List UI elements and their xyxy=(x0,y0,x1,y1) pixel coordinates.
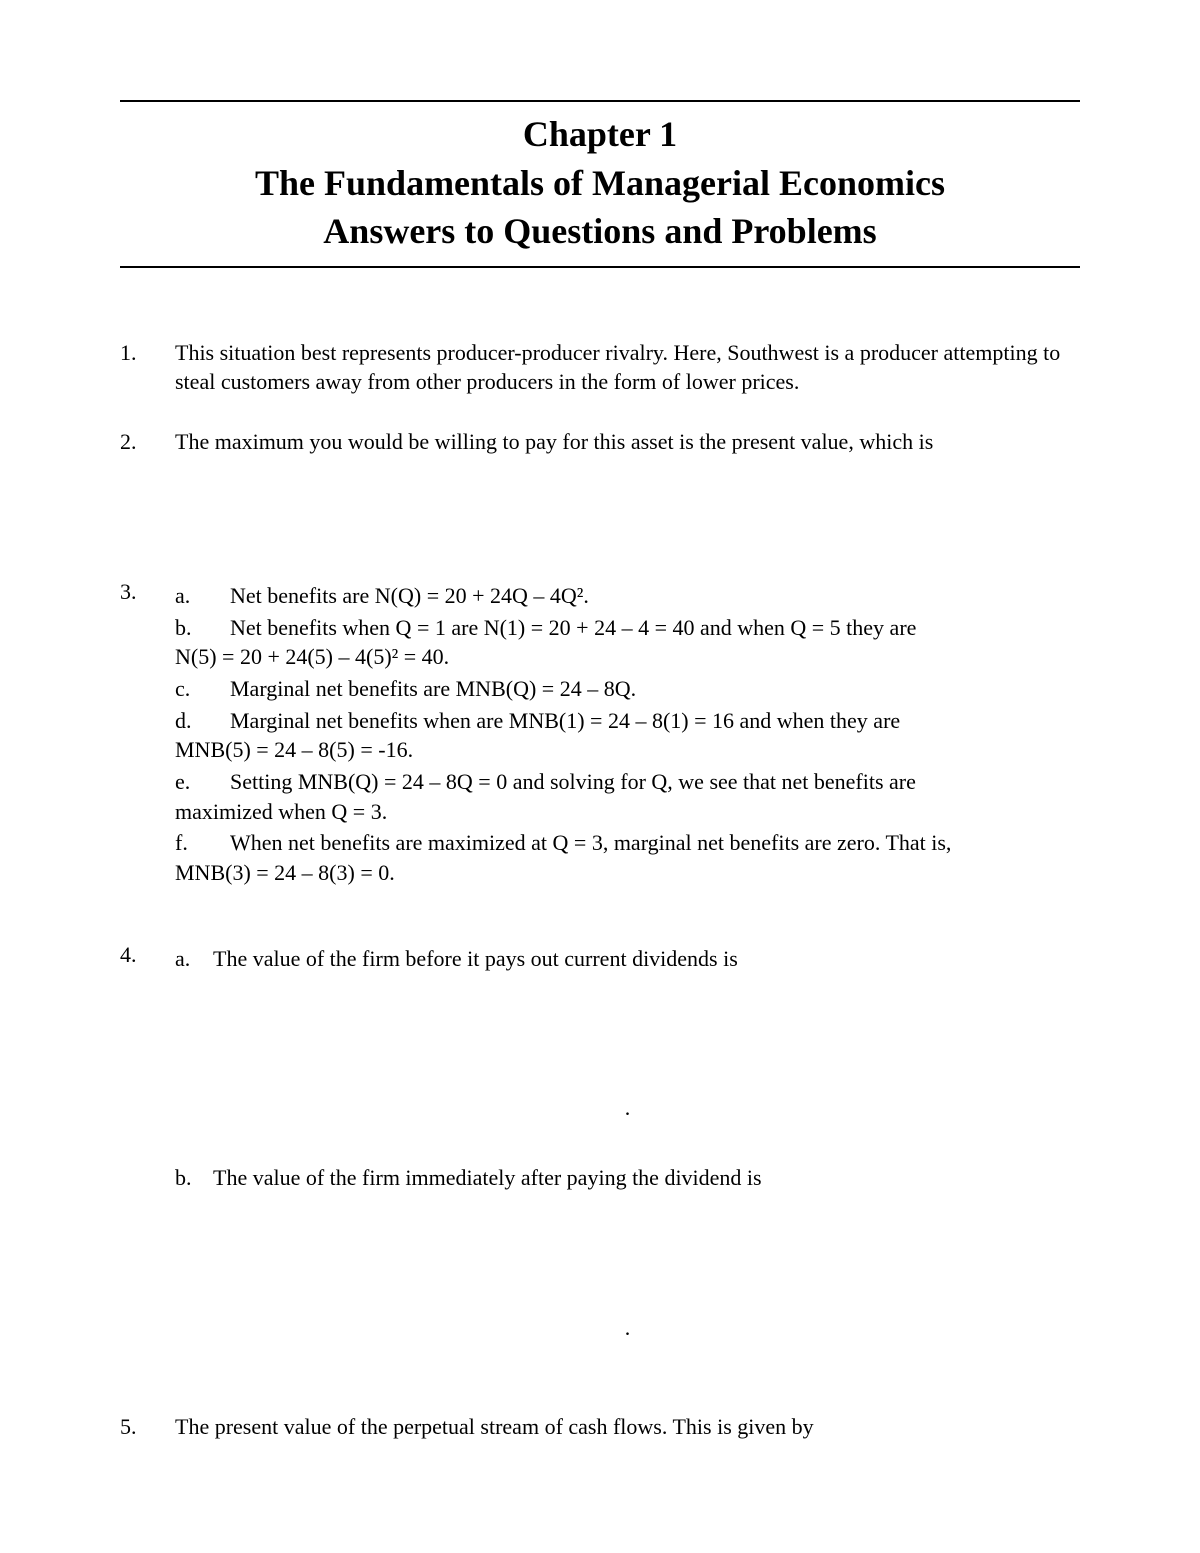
answer-item-4: 4. a. The value of the firm before it pa… xyxy=(120,940,1080,1383)
sub-text-wrap: Setting MNB(Q) = 24 – 8Q = 0 and solving… xyxy=(230,767,1080,826)
spacer xyxy=(120,487,1080,577)
answer-number: 2. xyxy=(120,427,175,457)
answer-item-3: 3. a. Net benefits are N(Q) = 20 + 24Q –… xyxy=(120,577,1080,890)
sub-text-wrap: When net benefits are maximized at Q = 3… xyxy=(230,828,1080,887)
sub-text-cont: MNB(3) = 24 – 8(3) = 0. xyxy=(175,858,1080,888)
spacer xyxy=(175,1193,1080,1313)
spacer xyxy=(175,1342,1080,1382)
sub-letter: b. xyxy=(175,1163,213,1193)
chapter-title: The Fundamentals of Managerial Economics xyxy=(120,159,1080,208)
sub-letter: a. xyxy=(175,581,230,611)
sub-text: Net benefits when Q = 1 are N(1) = 20 + … xyxy=(230,613,1080,643)
spacer xyxy=(120,920,1080,940)
chapter-number: Chapter 1 xyxy=(120,110,1080,159)
sub-text-cont: N(5) = 20 + 24(5) – 4(5)² = 40. xyxy=(175,642,1080,672)
sub-answer-b: b. Net benefits when Q = 1 are N(1) = 20… xyxy=(175,613,1080,672)
answer-number: 3. xyxy=(120,577,175,890)
sub-answer-b: b. The value of the firm immediately aft… xyxy=(175,1163,1080,1193)
sub-text: The value of the firm immediately after … xyxy=(213,1163,1080,1193)
sub-text-wrap: Net benefits when Q = 1 are N(1) = 20 + … xyxy=(230,613,1080,672)
spacer xyxy=(175,1123,1080,1163)
document-header: Chapter 1 The Fundamentals of Managerial… xyxy=(120,100,1080,268)
sub-text: Marginal net benefits are MNB(Q) = 24 – … xyxy=(230,674,1080,704)
sub-letter: a. xyxy=(175,944,213,974)
spacer xyxy=(175,973,1080,1093)
sub-text-cont: MNB(5) = 24 – 8(5) = -16. xyxy=(175,735,1080,765)
answer-number: 4. xyxy=(120,940,175,1383)
answer-number: 1. xyxy=(120,338,175,397)
sub-answer-a: a. The value of the firm before it pays … xyxy=(175,944,1080,974)
sub-answer-a: a. Net benefits are N(Q) = 20 + 24Q – 4Q… xyxy=(175,581,1080,611)
sub-answer-list: a. Net benefits are N(Q) = 20 + 24Q – 4Q… xyxy=(175,581,1080,888)
sub-answer-list: a. The value of the firm before it pays … xyxy=(175,944,1080,1383)
sub-text-wrap: Marginal net benefits when are MNB(1) = … xyxy=(230,706,1080,765)
answer-item-5: 5. The present value of the perpetual st… xyxy=(120,1412,1080,1442)
sub-letter: c. xyxy=(175,674,230,704)
answers-list: 1. This situation best represents produc… xyxy=(120,338,1080,1442)
answer-item-2: 2. The maximum you would be willing to p… xyxy=(120,427,1080,457)
sub-answer-e: e. Setting MNB(Q) = 24 – 8Q = 0 and solv… xyxy=(175,767,1080,826)
sub-text: Marginal net benefits when are MNB(1) = … xyxy=(230,706,1080,736)
chapter-subtitle: Answers to Questions and Problems xyxy=(120,207,1080,256)
answer-number: 5. xyxy=(120,1412,175,1442)
answer-item-1: 1. This situation best represents produc… xyxy=(120,338,1080,397)
sub-answer-f: f. When net benefits are maximized at Q … xyxy=(175,828,1080,887)
answer-text: The maximum you would be willing to pay … xyxy=(175,427,1080,457)
answer-body: a. The value of the firm before it pays … xyxy=(175,940,1080,1383)
sub-text: The value of the firm before it pays out… xyxy=(213,944,1080,974)
sub-text: When net benefits are maximized at Q = 3… xyxy=(230,828,1080,858)
sub-text-cont: maximized when Q = 3. xyxy=(175,797,1080,827)
answer-text: The present value of the perpetual strea… xyxy=(175,1412,1080,1442)
sub-text: Net benefits are N(Q) = 20 + 24Q – 4Q². xyxy=(230,581,1080,611)
sub-answer-d: d. Marginal net benefits when are MNB(1)… xyxy=(175,706,1080,765)
formula-placeholder-dot: . xyxy=(175,1313,1080,1343)
answer-text: This situation best represents producer-… xyxy=(175,338,1080,397)
formula-placeholder-dot: . xyxy=(175,1093,1080,1123)
sub-text: Setting MNB(Q) = 24 – 8Q = 0 and solving… xyxy=(230,767,1080,797)
sub-answer-c: c. Marginal net benefits are MNB(Q) = 24… xyxy=(175,674,1080,704)
answer-body: a. Net benefits are N(Q) = 20 + 24Q – 4Q… xyxy=(175,577,1080,890)
